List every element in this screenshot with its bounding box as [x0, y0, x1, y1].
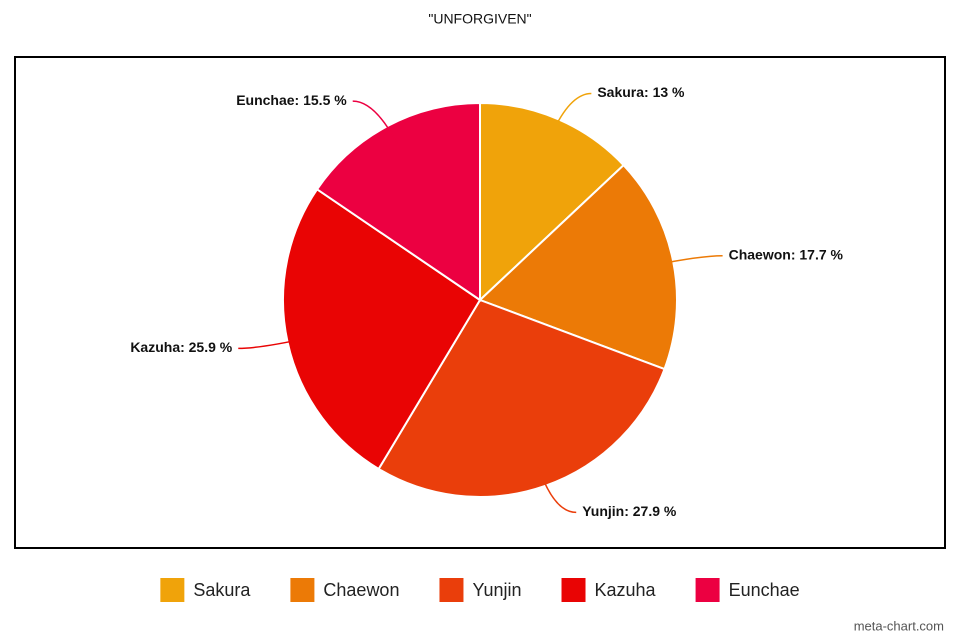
leader-line: [238, 337, 308, 350]
legend-swatch: [160, 578, 185, 602]
legend-swatch: [439, 578, 464, 602]
pie-slice: [315, 101, 481, 302]
legend: Sakura Chaewon Yunjin Kazuha Eunchae: [160, 578, 800, 602]
leader-line: [549, 92, 592, 138]
pie-slice: [377, 298, 666, 498]
leader-line: [653, 255, 723, 266]
legend-swatch: [695, 578, 720, 602]
legend-label: Eunchae: [729, 580, 800, 600]
legend-label: Yunjin: [472, 580, 521, 600]
chart-title: "UNFORGIVEN": [428, 11, 531, 27]
data-label: Sakura: 13 %: [597, 84, 685, 100]
legend-label: Chaewon: [323, 580, 399, 600]
data-label: Chaewon: 17.7 %: [729, 246, 844, 262]
data-label: Yunjin: 27.9 %: [582, 503, 677, 519]
legend-item: Kazuha: [561, 578, 657, 602]
watermark: meta-chart.com: [854, 618, 944, 633]
plot-frame: [14, 56, 946, 549]
legend-swatch: [561, 578, 586, 602]
legend-swatch: [290, 578, 315, 602]
legend-item: Chaewon: [290, 578, 399, 602]
legend-item: Sakura: [160, 578, 251, 602]
data-label: Eunchae: 15.5 %: [236, 92, 347, 108]
legend-item: Yunjin: [439, 578, 522, 602]
legend-label: Kazuha: [595, 580, 657, 600]
leader-line: [537, 466, 577, 514]
legend-label: Sakura: [193, 580, 251, 600]
pie-slice: [479, 101, 626, 303]
legend-item: Eunchae: [695, 578, 800, 602]
data-label: Kazuha: 25.9 %: [130, 339, 232, 355]
leader-line: [352, 100, 398, 144]
